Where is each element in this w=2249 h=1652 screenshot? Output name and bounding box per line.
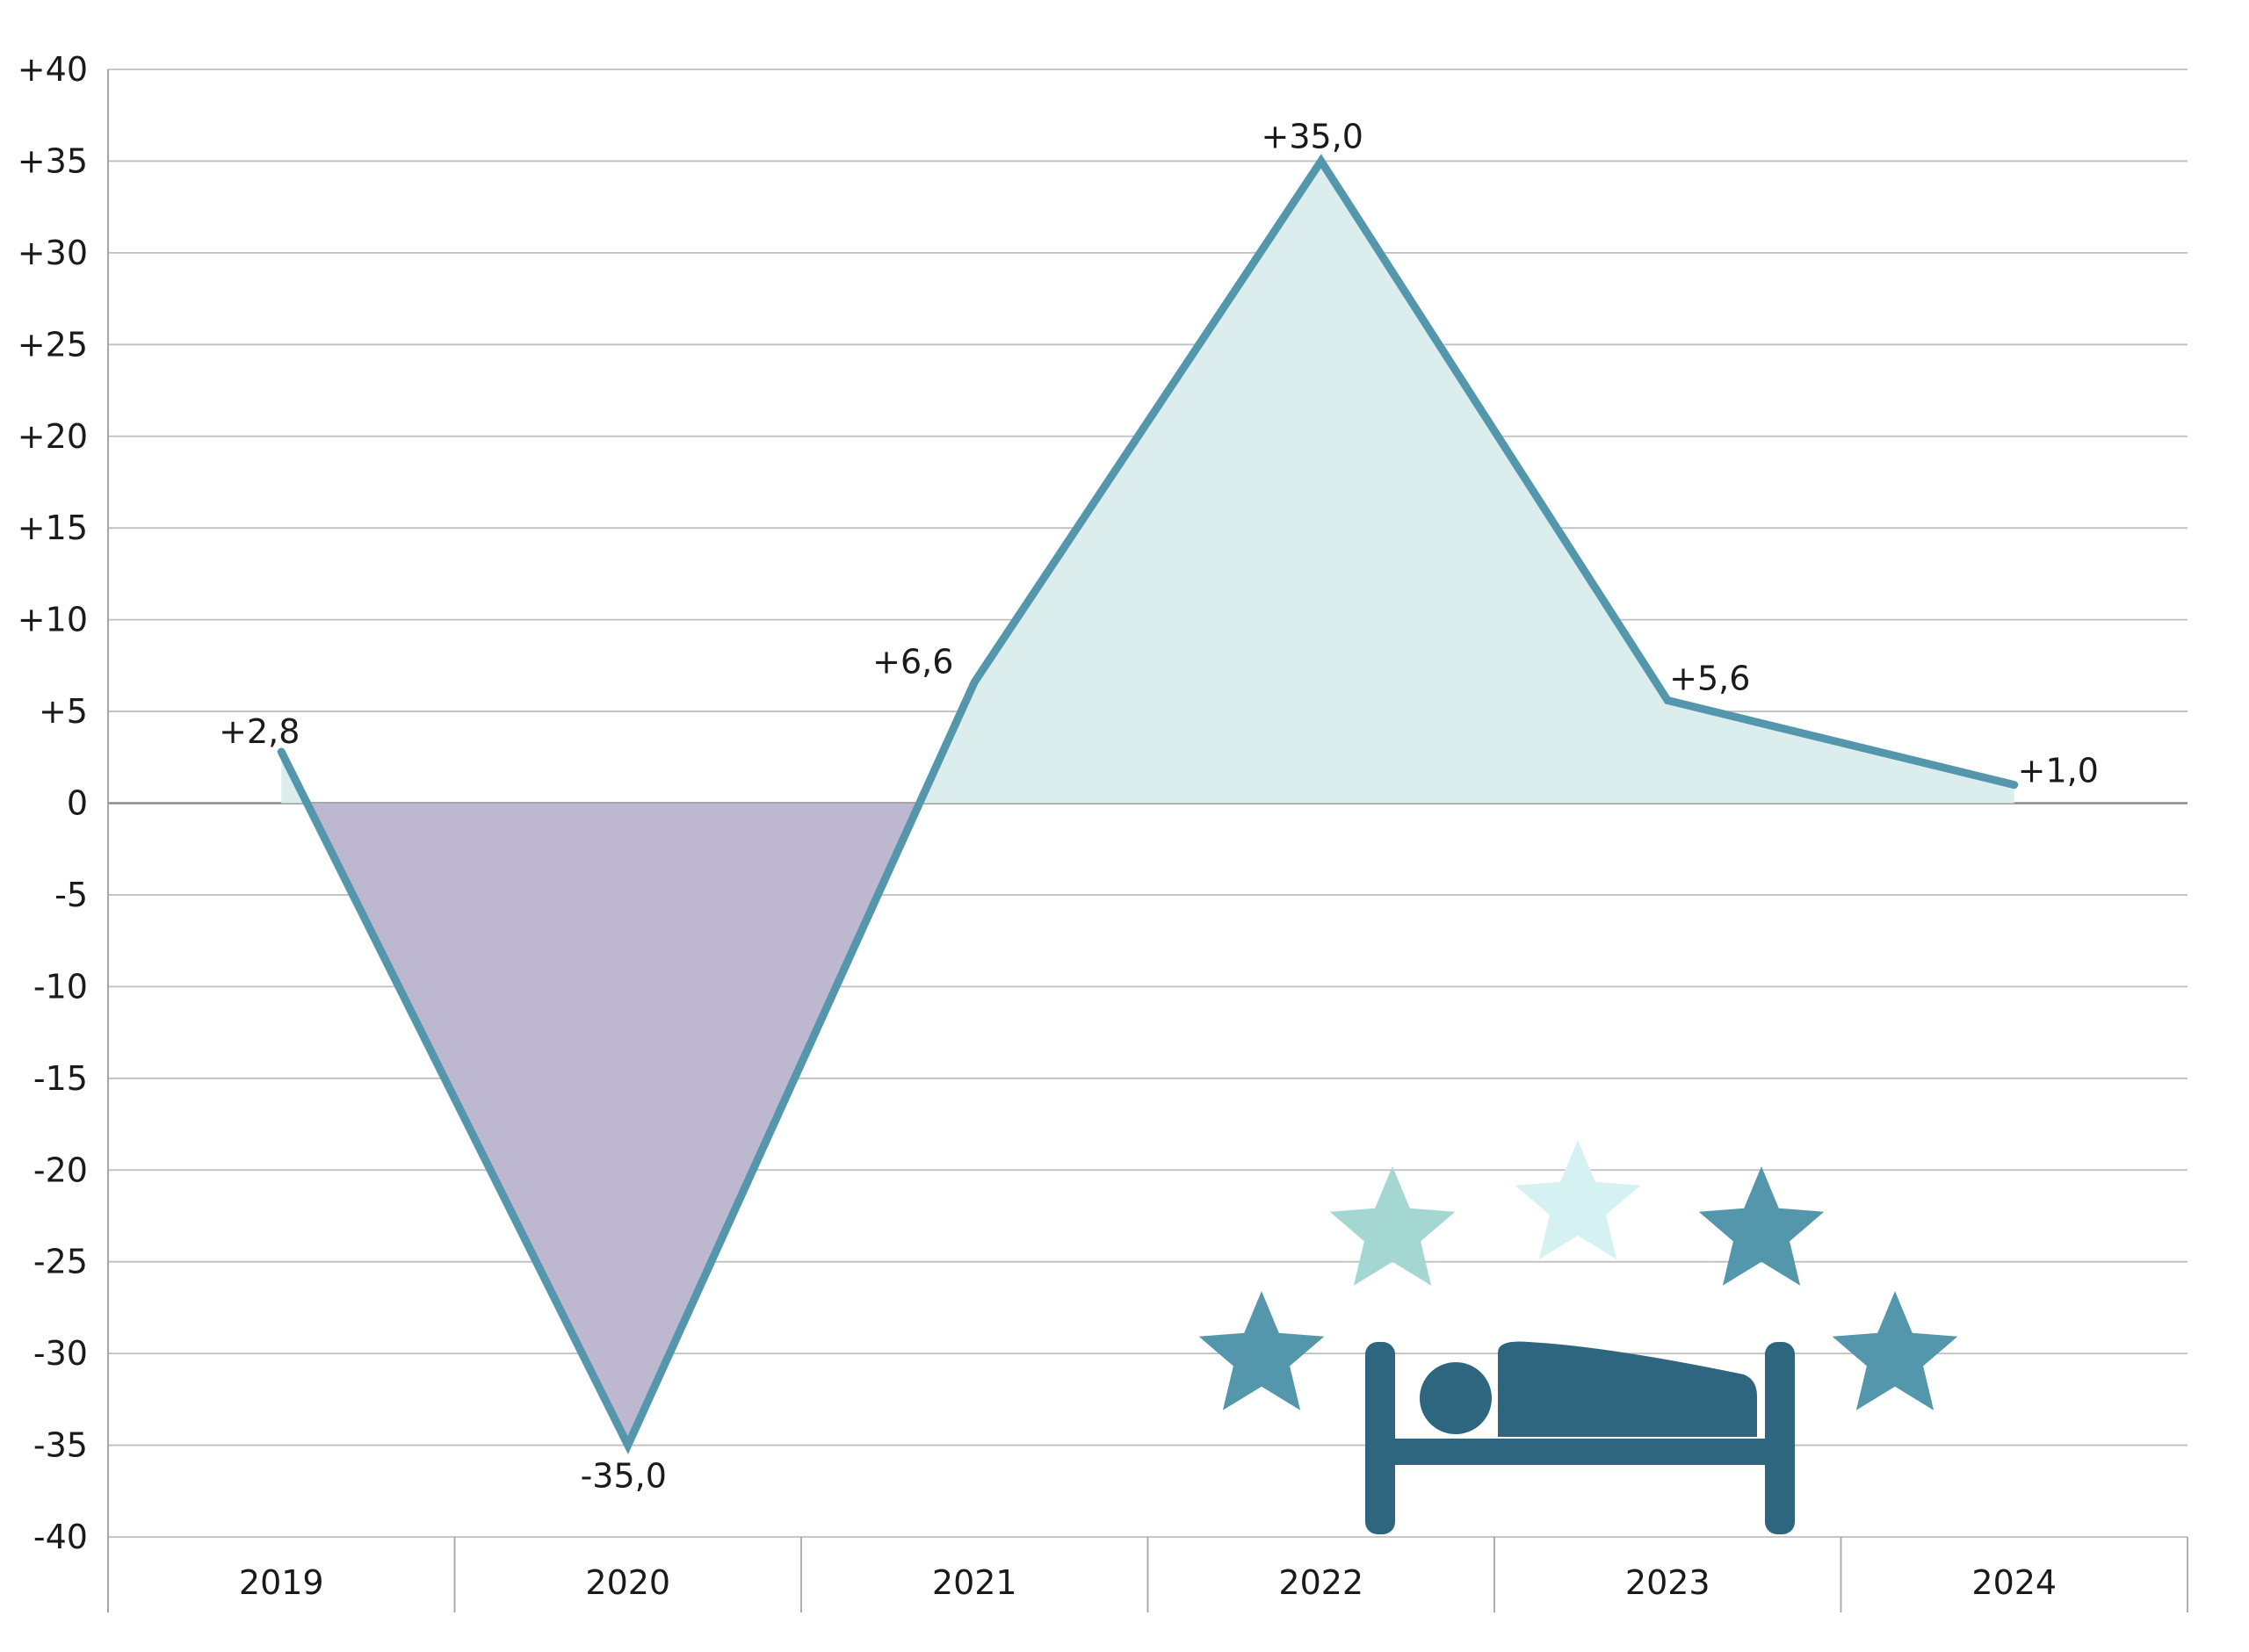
data-label: +2,8 (219, 712, 300, 751)
y-tick-label: +15 (18, 509, 88, 547)
y-tick-label: +20 (18, 417, 88, 456)
data-label: +6,6 (872, 643, 953, 682)
y-tick-label: +35 (18, 141, 88, 180)
sleeping-person-bed-icon (1365, 1341, 1795, 1534)
x-tick-label: 2023 (1625, 1563, 1710, 1602)
data-label: +1,0 (2018, 752, 2099, 790)
y-tick-label: -25 (33, 1243, 88, 1281)
stars-group (1198, 1140, 1958, 1410)
x-tick-label: 2020 (585, 1563, 670, 1602)
sleep-illustration (1198, 1140, 1958, 1534)
data-labels: +2,8 -35,0 +6,6 +35,0 +5,6 +1,0 (219, 117, 2099, 1495)
y-tick-label: +40 (18, 50, 88, 89)
y-tick-label: -35 (33, 1426, 88, 1465)
series-line-path (277, 154, 2019, 1455)
star-icon (1698, 1166, 1825, 1286)
x-axis-tick-labels: 2019 2020 2021 2022 2023 2024 (239, 1563, 2057, 1602)
y-axis-tick-labels: +40 +35 +30 +25 +20 +15 +10 +5 0 -5 -10 -15 -20 -25 -3… (18, 50, 88, 1556)
axes (107, 69, 2188, 1612)
y-tick-label: 0 (67, 784, 88, 823)
y-tick-label: -30 (33, 1334, 88, 1373)
data-label: -35,0 (581, 1457, 667, 1496)
star-icon (1832, 1291, 1958, 1410)
x-tick-label: 2021 (932, 1563, 1017, 1602)
y-tick-label: -10 (33, 967, 88, 1006)
y-tick-label: +25 (18, 325, 88, 364)
x-tick-label: 2024 (1971, 1563, 2057, 1602)
y-tick-label: -5 (54, 876, 88, 914)
y-tick-label: -15 (33, 1059, 88, 1098)
star-icon (1198, 1291, 1325, 1410)
data-label: +35,0 (1262, 117, 1363, 155)
x-tick-label: 2019 (239, 1563, 324, 1602)
area-fill-negative (307, 803, 920, 1446)
y-tick-label: +10 (18, 601, 88, 639)
star-icon (1329, 1166, 1456, 1286)
data-label: +5,6 (1669, 660, 1750, 698)
y-tick-label: +30 (18, 234, 88, 272)
x-tick-label: 2022 (1278, 1563, 1363, 1602)
series-line (277, 154, 2019, 1455)
y-tick-label: -40 (33, 1518, 88, 1556)
area-fill-positive (919, 161, 2014, 804)
y-tick-label: +5 (39, 692, 88, 731)
star-icon (1515, 1140, 1641, 1259)
y-tick-label: -20 (33, 1151, 88, 1189)
